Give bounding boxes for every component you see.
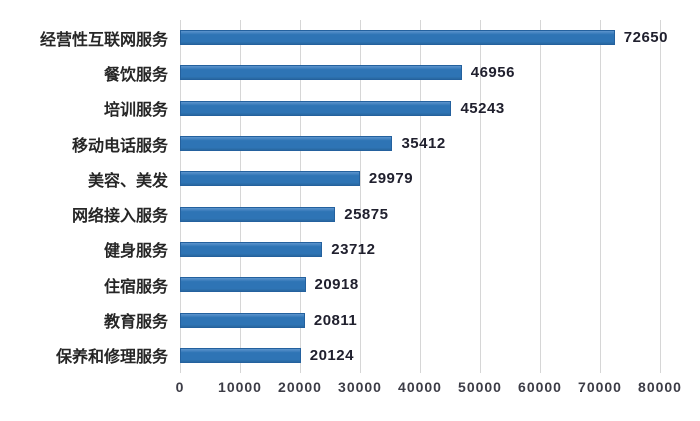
bar (180, 30, 615, 46)
x-tick-label: 0 (175, 379, 185, 395)
x-tick-label: 80000 (638, 379, 682, 395)
value-label: 72650 (623, 29, 668, 47)
value-label: 29979 (368, 170, 414, 188)
bar (180, 65, 462, 81)
bar-row: 72650 (180, 20, 668, 55)
bar (180, 100, 452, 116)
category-label: 住宿服务 (103, 278, 168, 296)
bar-row: 20124 (180, 338, 668, 373)
gridline (600, 20, 601, 373)
x-tick-label: 20000 (278, 379, 322, 395)
bar (180, 206, 336, 222)
bar (180, 241, 323, 257)
bar-rows-container: 72650 46956 45243 35412 29979 25875 23712 20918… (180, 20, 668, 373)
gridline (240, 20, 241, 373)
bar (180, 312, 305, 328)
x-tick-label: 60000 (518, 379, 562, 395)
gridline (420, 20, 421, 373)
category-labels-column: 经营性互联网服务餐饮服务培训服务移动电话服务美容、美发网络接入服务健身服务住宿服… (0, 20, 168, 373)
bar-row: 45243 (180, 91, 668, 126)
x-tick-label: 40000 (398, 379, 442, 395)
bar (180, 277, 306, 293)
value-label: 20918 (314, 276, 359, 294)
value-label: 25875 (344, 205, 389, 223)
x-tick-label: 10000 (218, 379, 262, 395)
value-label: 23712 (331, 240, 376, 258)
bar (180, 171, 360, 187)
category-label: 教育服务 (103, 314, 168, 332)
category-label: 健身服务 (103, 243, 168, 261)
value-label: 20124 (309, 346, 354, 364)
bar-row: 35412 (180, 126, 668, 161)
x-tick-label: 50000 (458, 379, 502, 395)
bar-row: 23712 (180, 232, 668, 267)
value-label: 35412 (401, 135, 446, 153)
gridline (540, 20, 541, 373)
category-label: 网络接入服务 (71, 208, 168, 226)
gridline (480, 20, 481, 373)
bar (180, 136, 393, 152)
value-label: 45243 (460, 99, 505, 117)
bar (180, 347, 301, 363)
bar-row: 25875 (180, 196, 668, 231)
plot-area: 72650 46956 45243 35412 29979 25875 23712 20918… (180, 20, 668, 373)
gridline (660, 20, 661, 373)
category-label: 餐饮服务 (103, 66, 168, 84)
category-label: 保养和修理服务 (55, 349, 168, 367)
category-label: 移动电话服务 (71, 137, 168, 155)
bar-row: 20811 (180, 302, 668, 337)
gridline (180, 20, 181, 373)
category-label: 培训服务 (103, 102, 168, 120)
x-tick-label: 30000 (338, 379, 382, 395)
gridline (360, 20, 361, 373)
gridline (300, 20, 301, 373)
value-label: 46956 (470, 64, 515, 82)
x-axis: 0 10000 20000 30000 40000 50000 60000 70000 8000… (176, 377, 682, 403)
x-tick-label: 70000 (578, 379, 622, 395)
bar-row: 29979 (180, 161, 668, 196)
category-label: 美容、美发 (87, 172, 168, 190)
bar-row: 46956 (180, 55, 668, 90)
value-label: 20811 (313, 311, 358, 329)
bar-row: 20918 (180, 267, 668, 302)
category-label: 经营性互联网服务 (39, 31, 168, 49)
